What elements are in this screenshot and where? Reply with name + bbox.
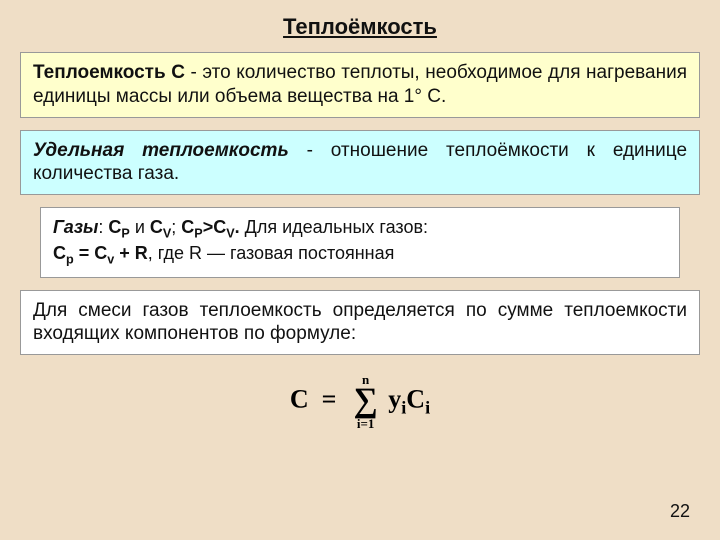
mixture-box: Для смеси газов теплоемкость определяетс… (20, 290, 700, 356)
definition-term: Теплоемкость С (33, 62, 185, 83)
gases-box: Газы: CP и CV; CP>CV. Для идеальных газо… (40, 207, 680, 278)
page-number: 22 (670, 501, 690, 522)
gases-label: Газы (53, 217, 98, 237)
specific-term: Удельная теплоемкость (33, 140, 289, 161)
specific-heat-box: Удельная теплоемкость - отношение теплоё… (20, 130, 700, 196)
mixture-text: Для смеси газов теплоемкость определяетс… (33, 300, 687, 345)
formula: C = n ∑ i=1 yiCi (0, 373, 720, 430)
slide-title: Теплоёмкость (0, 0, 720, 40)
summation-symbol: n ∑ i=1 (353, 373, 377, 430)
definition-box: Теплоемкость С - это количество теплоты,… (20, 52, 700, 118)
